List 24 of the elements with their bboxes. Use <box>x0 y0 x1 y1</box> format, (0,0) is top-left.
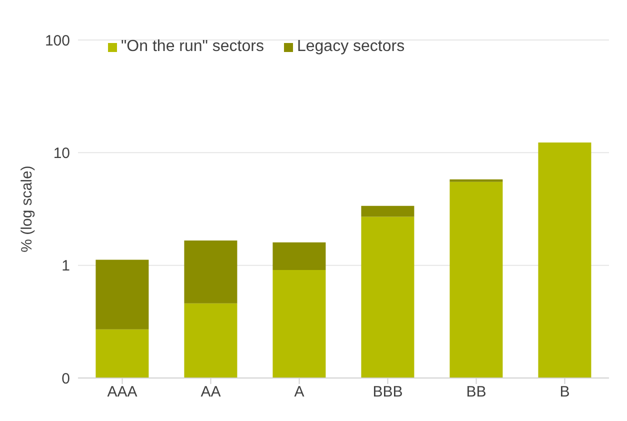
bar <box>272 242 326 270</box>
bar <box>96 329 149 378</box>
bar <box>184 240 238 304</box>
bar <box>184 303 238 378</box>
legend-label: Legacy sectors <box>296 38 405 56</box>
x-tick-label: BB <box>466 384 486 401</box>
legend-label: "On the run" sectors <box>120 38 264 56</box>
y-tick-label: 1 <box>62 258 70 275</box>
bar <box>361 216 414 378</box>
y-tick-label: 0 <box>62 370 70 388</box>
y-tick-label: 10 <box>53 144 70 162</box>
bar <box>450 179 503 182</box>
bar <box>272 270 326 378</box>
x-tick-label: A <box>294 384 304 401</box>
bar <box>450 182 503 378</box>
y-axis-title: % (log scale) <box>18 166 36 252</box>
x-tick-label: AA <box>200 384 221 401</box>
bar <box>361 206 414 217</box>
y-tick-label: 100 <box>44 32 70 50</box>
bar <box>538 142 592 378</box>
x-tick-label: AAA <box>107 384 138 401</box>
x-tick-label: BBB <box>372 384 403 401</box>
bar <box>96 260 149 330</box>
x-tick-label: B <box>560 384 570 401</box>
